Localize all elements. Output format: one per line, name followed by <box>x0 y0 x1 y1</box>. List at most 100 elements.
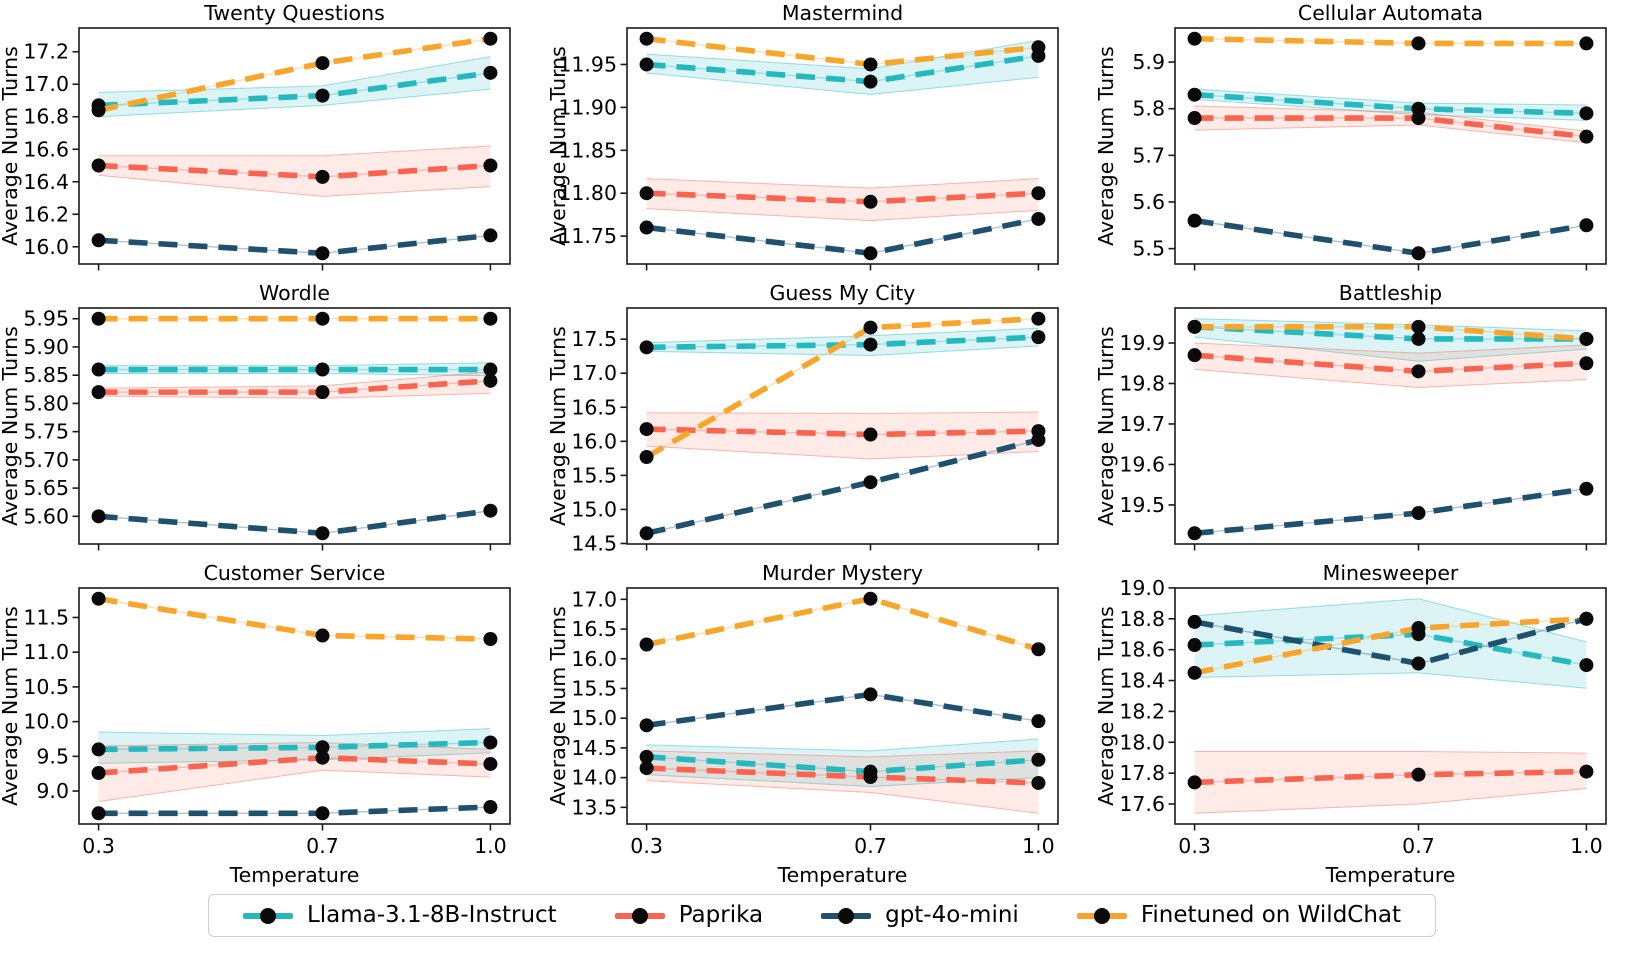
chart-title: Battleship <box>1339 281 1442 305</box>
legend-marker-dot <box>259 907 276 924</box>
y-tick-label: 16.2 <box>23 202 69 226</box>
legend-item-paprika: Paprika <box>614 904 763 927</box>
data-point-marker <box>639 186 654 201</box>
y-tick-label: 5.7 <box>1132 143 1165 167</box>
plot-frame <box>78 307 511 545</box>
legend-label: Finetuned on WildChat <box>1140 902 1402 928</box>
y-tick-label: 17.5 <box>571 327 617 351</box>
data-point-marker <box>1187 775 1202 790</box>
y-tick-label: 17.0 <box>23 72 69 96</box>
y-axis-label: Average Num Turns <box>1096 606 1118 806</box>
data-point-marker <box>863 57 878 72</box>
chart-svg: 13.5 14.0 14.5 15.0 15.5 16.0 16.5 17.0 0.3 0.7 1.… <box>546 561 1059 887</box>
chart-svg: 9.0 9.5 10.0 10.5 11.0 11.5 0.3 0.7 1.0 Customer … <box>0 561 511 887</box>
y-tick-label: 14.0 <box>571 766 617 790</box>
chart-svg: 5.60 5.65 5.70 5.75 5.80 5.85 5.90 5.95 Wordle Av… <box>0 281 511 551</box>
data-point-marker <box>1579 331 1594 346</box>
data-point-marker <box>1579 36 1594 51</box>
data-point-marker <box>639 31 654 46</box>
data-point-marker <box>91 742 106 757</box>
y-tick-label: 5.90 <box>23 335 69 359</box>
chart-title: Cellular Automata <box>1298 1 1483 25</box>
data-point-marker <box>91 766 106 781</box>
y-tick-label: 16.0 <box>23 235 69 259</box>
y-tick-label: 11.75 <box>558 224 617 248</box>
plot-frame <box>626 587 1059 825</box>
data-point-marker <box>863 74 878 89</box>
x-tick-label: 1.0 <box>1022 834 1055 858</box>
data-point-marker <box>1411 36 1426 51</box>
data-point-marker <box>863 246 878 261</box>
data-point-marker <box>1411 656 1426 671</box>
data-point-marker <box>1187 348 1202 363</box>
band-edge <box>646 750 1039 758</box>
band-edge <box>98 145 491 157</box>
x-axis-label: Temperature <box>229 863 360 887</box>
y-tick-label: 16.5 <box>571 617 617 641</box>
series-line <box>98 804 491 817</box>
chart-mastermind: 11.75 11.80 11.85 11.90 11.95 Mastermind Avera… <box>546 0 1096 280</box>
chart-title: Wordle <box>259 281 330 305</box>
y-tick-label: 9.0 <box>36 779 69 803</box>
y-tick-label: 18.8 <box>1119 607 1165 631</box>
data-point-marker <box>91 591 106 606</box>
data-point-marker <box>1031 186 1046 201</box>
y-axis-label: Average Num Turns <box>548 326 570 526</box>
data-point-marker <box>1187 213 1202 228</box>
data-point-marker <box>1031 330 1046 345</box>
plot-frame <box>1174 587 1607 825</box>
chart-title: Customer Service <box>204 561 386 585</box>
chart-svg: 5.5 5.6 5.7 5.8 5.9 Cellular Automata Average … <box>1094 1 1607 271</box>
data-point-marker <box>1187 31 1202 46</box>
band-edge <box>98 174 491 197</box>
legend-item-llama: Llama-3.1-8B-Instruct <box>242 904 557 927</box>
data-point-marker <box>483 503 498 518</box>
y-axis-label: Average Num Turns <box>1096 46 1118 246</box>
data-point-marker <box>639 749 654 764</box>
x-tick-label: 0.3 <box>1178 834 1211 858</box>
y-tick-label: 5.70 <box>23 448 69 472</box>
data-point-marker <box>639 761 654 776</box>
y-tick-label: 17.6 <box>1119 792 1165 816</box>
band-edge <box>98 728 491 737</box>
y-axis-label: Average Num Turns <box>548 606 570 806</box>
data-point-marker <box>315 169 330 184</box>
confidence-band <box>1194 343 1587 388</box>
data-point-marker <box>639 637 654 652</box>
band-edge <box>1194 336 1587 362</box>
data-point-marker <box>863 770 878 785</box>
data-point-marker <box>863 337 878 352</box>
band-edge <box>98 56 491 93</box>
y-tick-label: 19.7 <box>1119 412 1165 436</box>
y-axis-label: Average Num Turns <box>0 326 22 526</box>
data-point-marker <box>1031 211 1046 226</box>
chart-svg: 14.5 15.0 15.5 16.0 16.5 17.0 17.5 Guess My Cit… <box>546 281 1059 555</box>
plot-frame <box>78 587 511 825</box>
plot-frame <box>626 27 1059 265</box>
band-edge <box>1194 672 1587 689</box>
band-edge <box>646 345 1039 357</box>
data-point-marker <box>315 385 330 400</box>
data-point-marker <box>483 362 498 377</box>
y-tick-label: 16.6 <box>23 137 69 161</box>
data-point-marker <box>863 591 878 606</box>
data-point-marker <box>639 718 654 733</box>
y-tick-label: 11.5 <box>23 605 69 629</box>
y-tick-label: 5.8 <box>1132 97 1165 121</box>
data-point-marker <box>863 320 878 335</box>
data-point-marker <box>1579 356 1594 371</box>
y-tick-label: 14.5 <box>571 531 617 555</box>
chart-svg: 11.75 11.80 11.85 11.90 11.95 Mastermind Avera… <box>546 1 1059 271</box>
y-tick-label: 17.8 <box>1119 761 1165 785</box>
y-tick-label: 18.4 <box>1119 669 1165 693</box>
chart-cellular-automata: 5.5 5.6 5.7 5.8 5.9 Cellular Automata Average … <box>1094 0 1644 280</box>
chart-battleship: 19.5 19.6 19.7 19.8 19.9 Battleship Average Nu… <box>1094 280 1644 560</box>
chart-guess-my-city: 14.5 15.0 15.5 16.0 16.5 17.0 17.5 Guess My Cit… <box>546 280 1096 560</box>
confidence-band <box>98 146 491 197</box>
data-point-marker <box>1579 129 1594 144</box>
series-line <box>646 595 1040 652</box>
band-edge <box>646 780 1039 814</box>
data-point-marker <box>91 311 106 326</box>
data-point-marker <box>639 57 654 72</box>
y-tick-label: 16.0 <box>571 647 617 671</box>
